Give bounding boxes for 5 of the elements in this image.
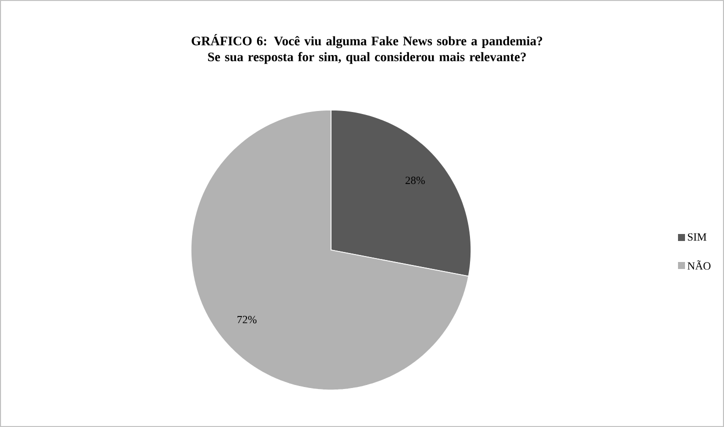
chart-title: GRÁFICO 6: Você viu alguma Fake News sobre a pandemia? Se sua resposta for sim, qual considerou mais relevante? [192,34,542,64]
data-label: 72% [238,316,257,324]
data-label: 28% [406,176,425,184]
legend-label: NÃO [688,260,710,270]
legend-label: SIM [688,233,706,241]
